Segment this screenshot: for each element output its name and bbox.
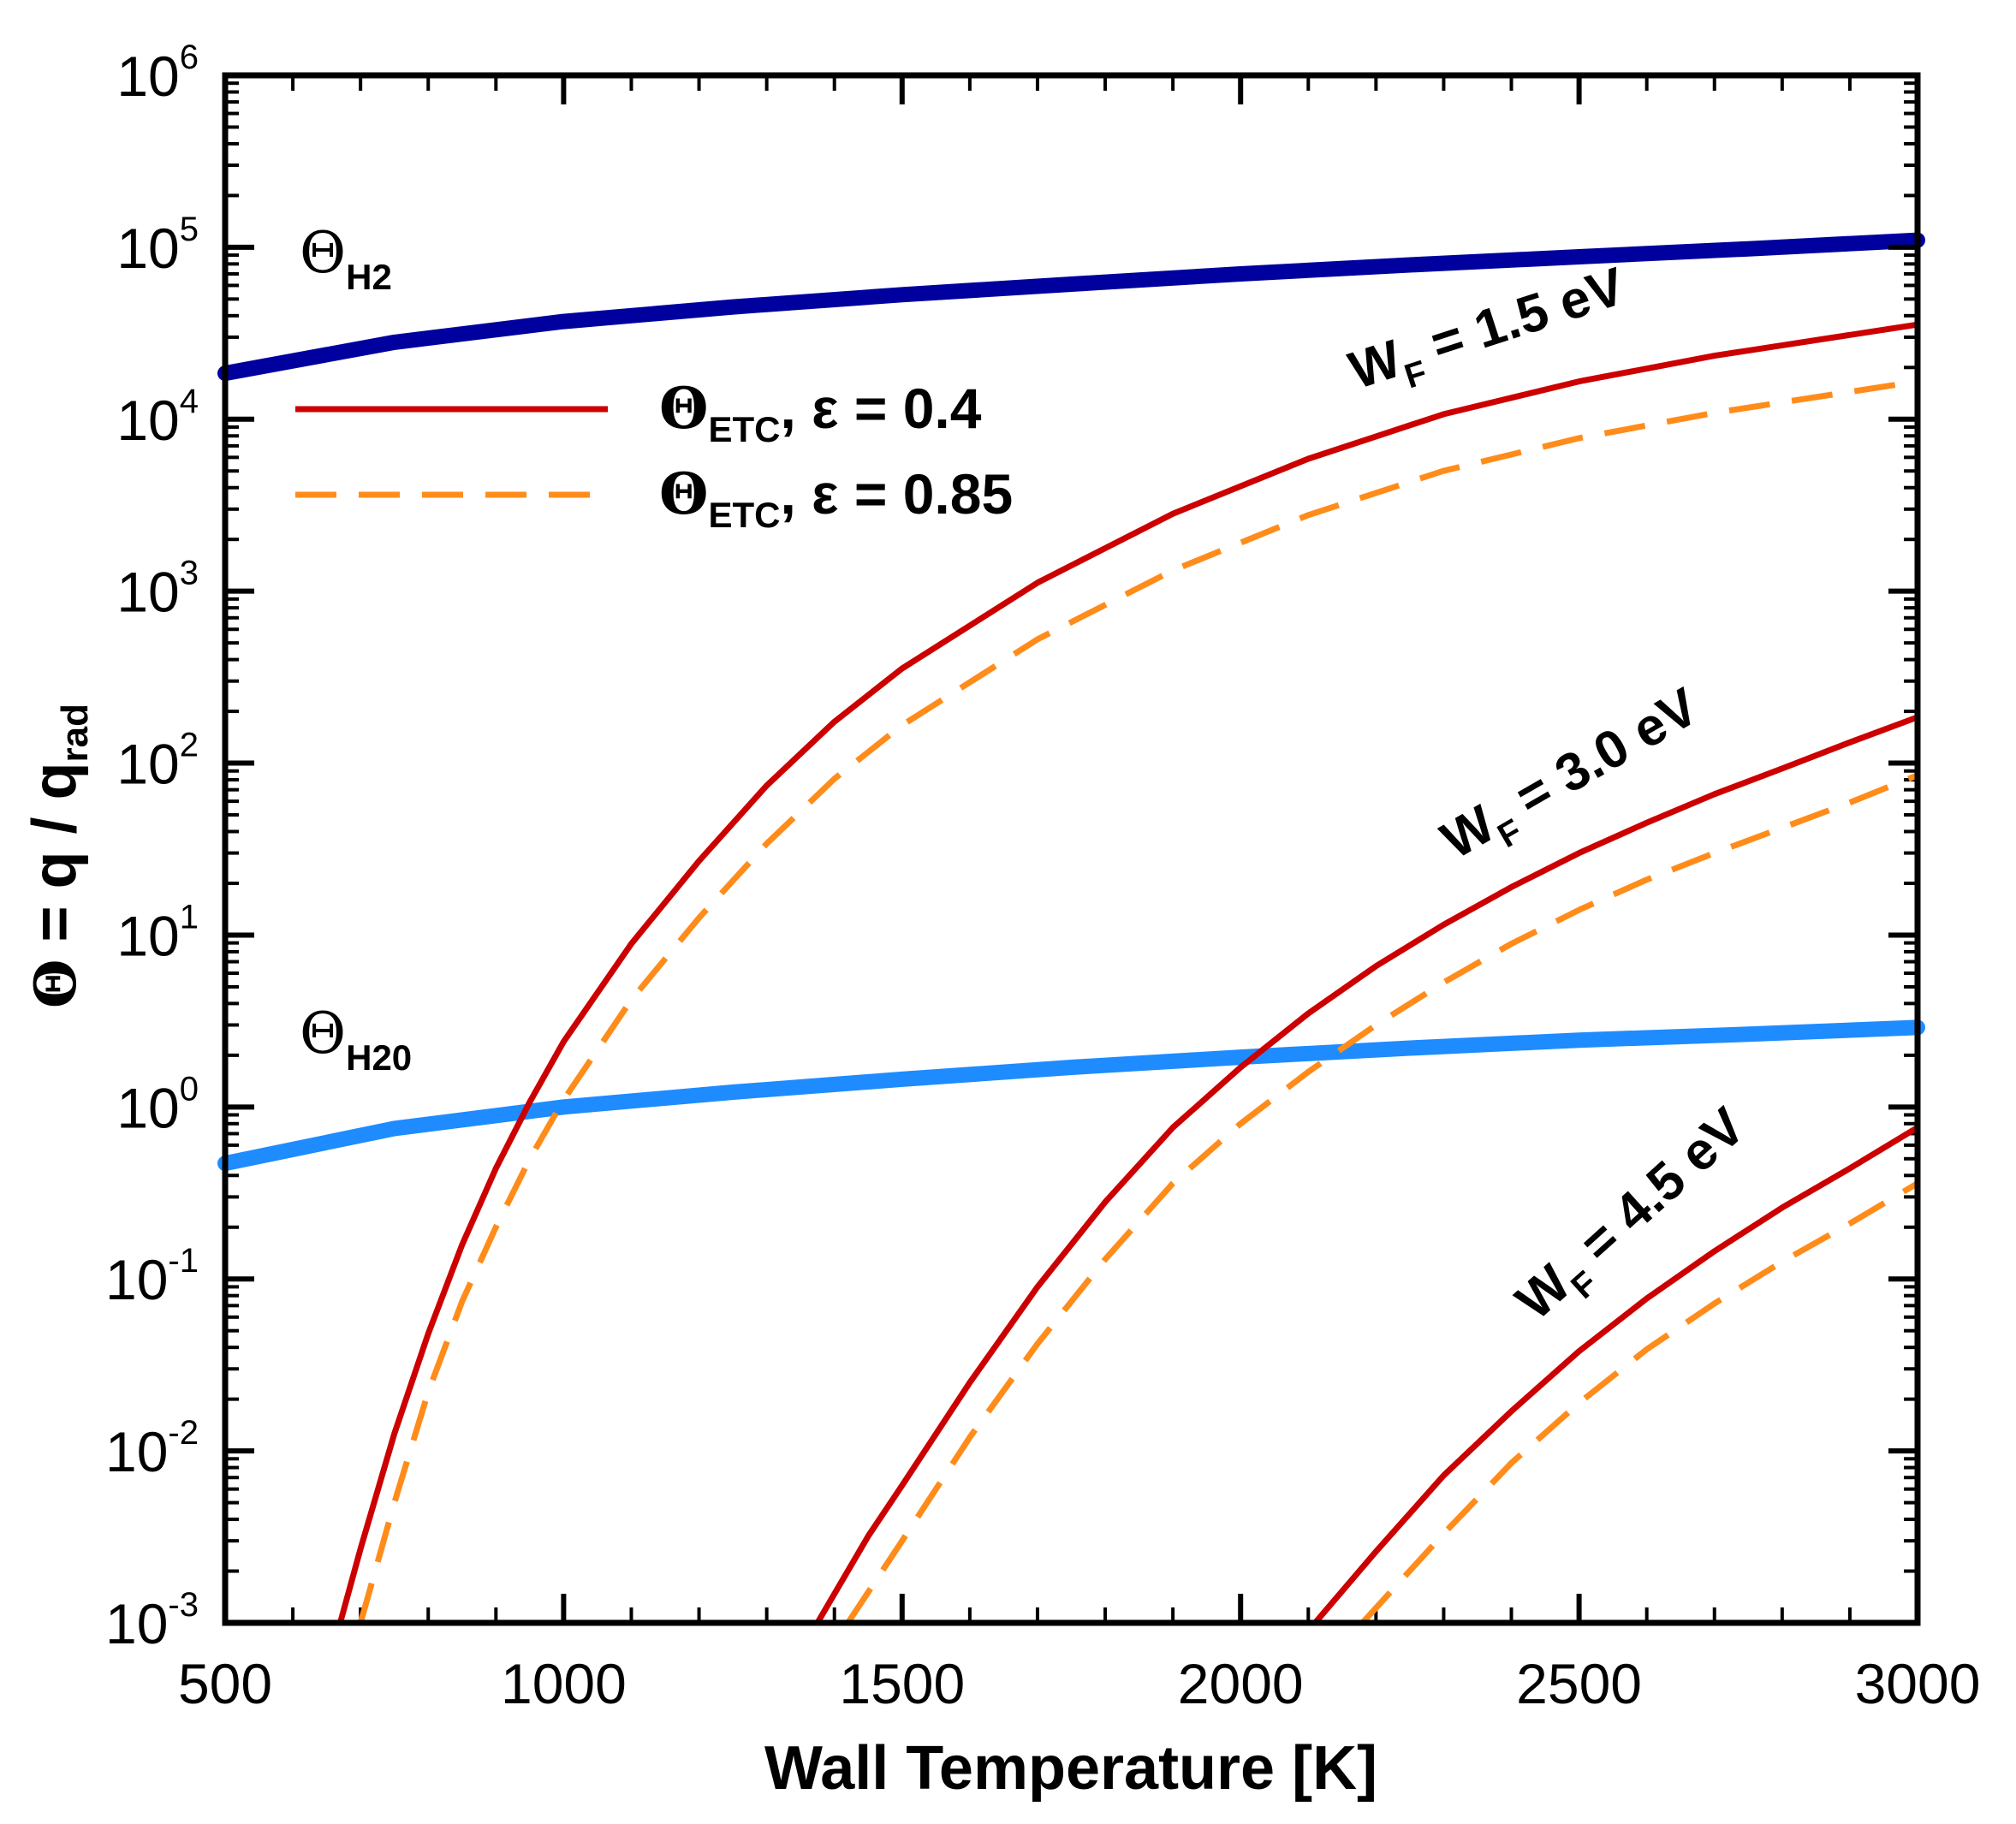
x-tick-label: 3000 (1855, 1652, 1981, 1715)
svg-text:Θ = q / qrad: Θ = q / qrad (21, 704, 96, 1008)
x-tick-label: 1500 (839, 1652, 965, 1715)
series-5 (814, 714, 1921, 1626)
x-tick-label: 500 (178, 1652, 272, 1715)
y-tick-label: 106 (116, 39, 199, 108)
plot-frame (222, 72, 1921, 1626)
x-tick-label: 2000 (1178, 1652, 1304, 1715)
y-axis-title: Θ = q / qrad (21, 704, 96, 1008)
y-tick-label: 105 (116, 211, 199, 280)
y-tick-label: 104 (116, 383, 199, 452)
label-theta-h2: ΘH2 (300, 220, 392, 297)
legend-entry-1: ΘETC, ε = 0.4 (659, 375, 982, 449)
x-tick-label: 1000 (501, 1652, 627, 1715)
y-tick-labels: 10-3 10-2 10-1 100 101 102 103 104 105 106 (105, 39, 199, 1655)
y-axis-title-main: = q / q (21, 762, 89, 959)
series-4 (357, 378, 1918, 1624)
x-tick-labels: 500 1000 1500 2000 2500 3000 (178, 1652, 1980, 1715)
series-3 (336, 321, 1921, 1626)
legend-entry-2: ΘETC, ε = 0.85 (659, 460, 1013, 535)
curves (217, 232, 1925, 1626)
x-axis-title: Wall Temperature [K] (764, 1734, 1377, 1803)
series-6 (845, 772, 1919, 1625)
y-tick-label: 10-1 (105, 1242, 199, 1311)
series-1 (217, 232, 1925, 382)
legend: ΘETC, ε = 0.4 ΘETC, ε = 0.85 (295, 375, 1013, 535)
major-ticks (223, 73, 1920, 1625)
y-tick-label: 101 (116, 898, 199, 967)
series-7 (1311, 1124, 1921, 1626)
y-tick-label: 103 (116, 555, 199, 624)
series-8 (1359, 1180, 1919, 1625)
series-2 (217, 1019, 1925, 1172)
y-tick-label: 102 (116, 727, 199, 796)
y-tick-label: 10-3 (105, 1586, 199, 1655)
y-tick-label: 100 (116, 1070, 199, 1139)
label-theta-h2o: ΘH20 (300, 1001, 412, 1078)
y-axis-title-theta: Θ (22, 960, 89, 1009)
y-tick-label: 10-2 (105, 1414, 199, 1483)
x-tick-label: 2500 (1516, 1652, 1642, 1715)
y-axis-title-sub: rad (54, 704, 96, 762)
